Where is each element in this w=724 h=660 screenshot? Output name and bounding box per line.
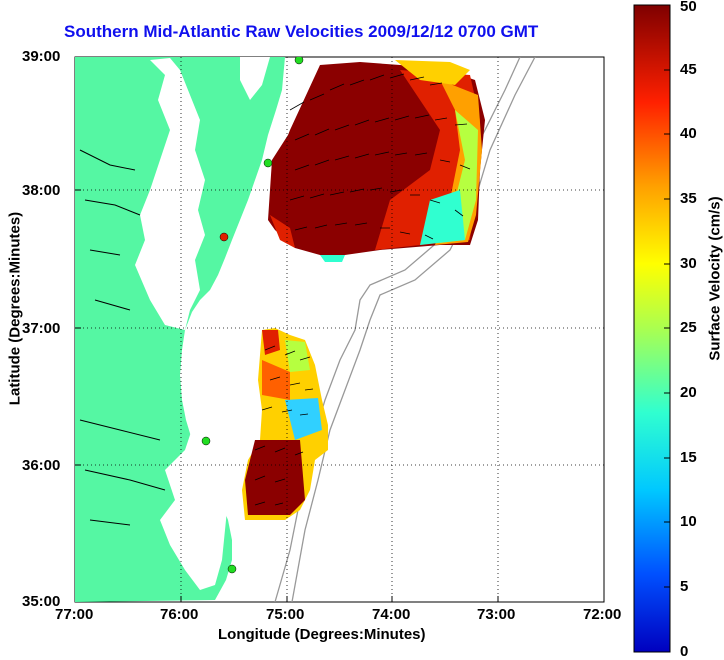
colorbar-ticks: [664, 69, 670, 588]
colorbar-tick-label: 5: [680, 578, 689, 595]
y-tick-label: 35:00: [22, 593, 61, 610]
y-tick-label: 37:00: [22, 320, 61, 337]
x-tick-label: 76:00: [160, 606, 199, 623]
x-tick-label: 72:00: [583, 606, 622, 623]
velocity-field-north: [268, 60, 485, 262]
colorbar-tick-label: 25: [680, 319, 697, 336]
y-tick-label: 39:00: [22, 48, 61, 65]
x-tick-label: 74:00: [372, 606, 411, 623]
colorbar-tick-label: 20: [680, 384, 697, 401]
x-tick-label: 73:00: [477, 606, 516, 623]
colorbar-tick-label: 40: [680, 125, 697, 142]
delaware-bay: [240, 57, 270, 100]
radar-station-icon: [201, 436, 211, 446]
map-title: Southern Mid-Atlantic Raw Velocities 200…: [64, 22, 539, 41]
rivers: [79, 149, 166, 526]
radar-station-icon: [294, 57, 304, 65]
axis-ticks: [75, 189, 499, 602]
land-mass: [75, 57, 285, 602]
velocity-arrows: [254, 73, 471, 506]
y-tick-label: 36:00: [22, 457, 61, 474]
colorbar-label: Surface Velocity (cm/s): [706, 196, 724, 361]
colorbar-tick-label: 50: [680, 0, 697, 15]
x-tick-label: 75:00: [266, 606, 305, 623]
y-axis-label: Latitude (Degrees:Minutes): [6, 211, 24, 406]
radar-station-icon: [219, 232, 229, 242]
velocity-field-south: [242, 328, 328, 520]
colorbar-tick-label: 45: [680, 61, 697, 78]
radar-stations: [201, 57, 304, 574]
colorbar-tick-label: 35: [680, 190, 697, 207]
colorbar-tick-label: 30: [680, 255, 697, 272]
y-tick-label: 38:00: [22, 182, 61, 199]
pamlico-sound: [160, 420, 228, 590]
radar-station-icon: [227, 564, 237, 574]
colorbar-tick-label: 0: [680, 643, 689, 660]
colorbar-tick-label: 10: [680, 513, 697, 530]
x-tick-label: 77:00: [55, 606, 94, 623]
bathymetry-contour: [291, 57, 536, 602]
radar-station-icon: [263, 158, 273, 168]
x-axis-label: Longitude (Degrees:Minutes): [218, 626, 426, 643]
chesapeake-bay: [135, 58, 205, 330]
colorbar-tick-label: 15: [680, 449, 697, 466]
grid-lines: [75, 57, 604, 602]
